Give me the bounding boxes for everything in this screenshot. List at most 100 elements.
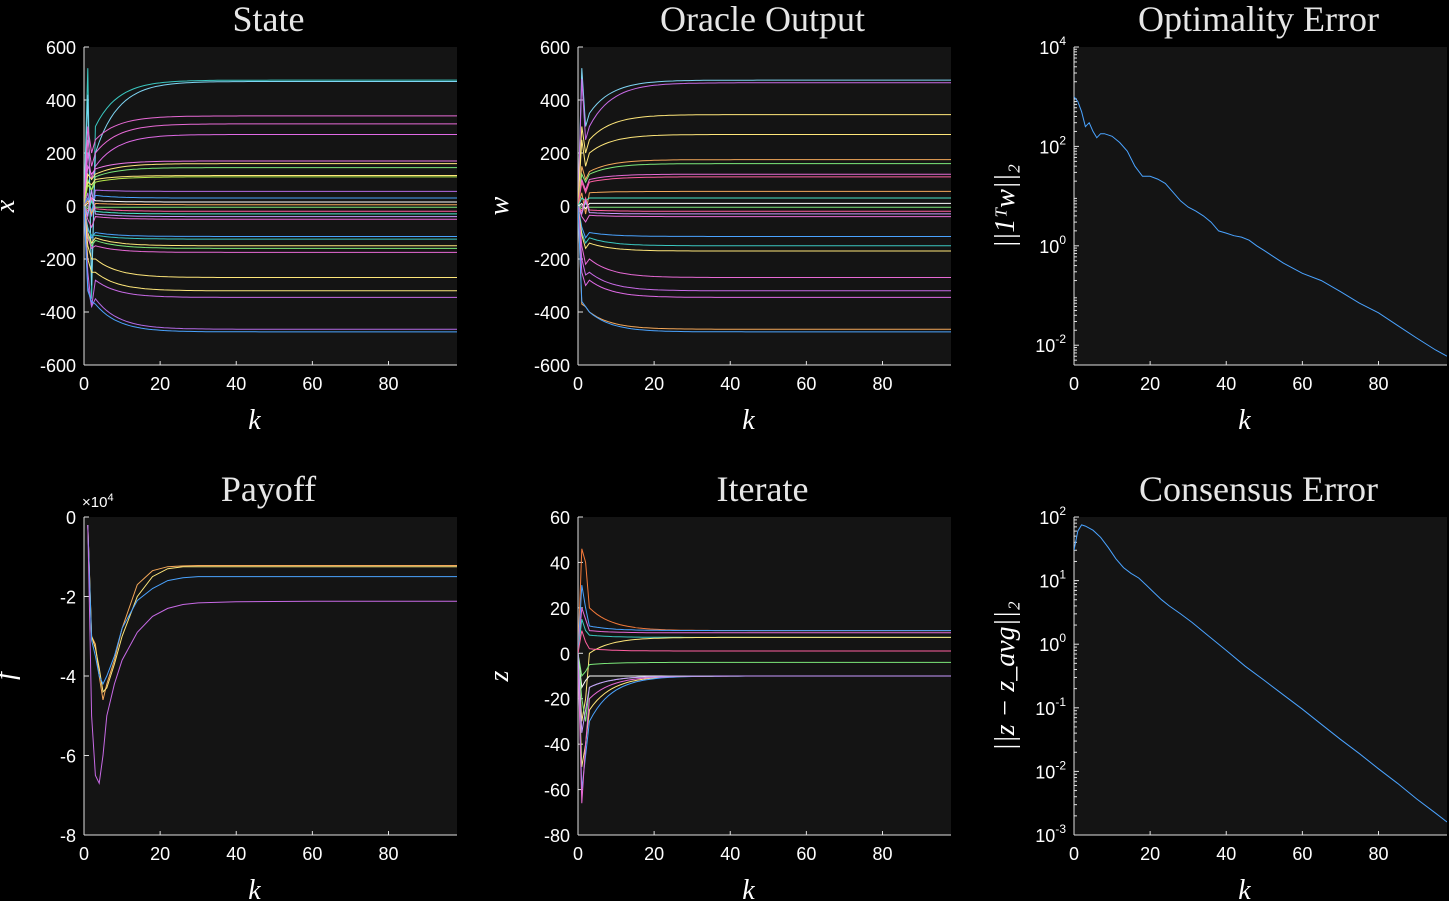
y-tick-label: 20 [550, 599, 570, 619]
y-tick-label: -6 [60, 747, 76, 767]
series-line-0 [84, 68, 457, 299]
x-tick-label: 40 [226, 374, 246, 394]
series-line-15 [578, 205, 951, 239]
series-line-3 [84, 123, 457, 207]
x-tick-label: 80 [1368, 844, 1388, 864]
x-axis-label: k [1238, 405, 1251, 436]
series-line-0 [578, 68, 951, 207]
series-line-9 [578, 197, 951, 207]
y-tick-label: 200 [540, 144, 570, 164]
series-group [84, 68, 457, 333]
y-tick-label: 600 [540, 38, 570, 58]
series-line-28 [84, 205, 457, 333]
y-tick-label: -2 [60, 588, 76, 608]
y-tick-label: 0 [66, 508, 76, 528]
y-tick-label: -600 [534, 356, 570, 376]
y-tick-label: 400 [46, 91, 76, 111]
x-tick-label: 0 [1069, 374, 1079, 394]
series-group [578, 68, 951, 333]
series-line-18 [84, 205, 457, 229]
axes-background [84, 517, 457, 835]
series-line-15 [84, 196, 457, 213]
chart-title: Iterate [717, 469, 809, 509]
x-tick-label: 60 [796, 374, 816, 394]
y-tick-label: 200 [46, 144, 76, 164]
chart-title: Optimality Error [1138, 0, 1379, 39]
x-tick-label: 0 [1069, 844, 1079, 864]
series-line-2 [578, 607, 951, 654]
series-line-22 [578, 205, 951, 333]
series-line-12 [84, 197, 457, 207]
series-line-0 [87, 524, 457, 701]
x-tick-label: 0 [79, 844, 89, 864]
y-tick-label: -200 [534, 250, 570, 270]
series-line-11 [578, 202, 951, 210]
series-line-16 [578, 205, 951, 247]
series-line-17 [578, 205, 951, 252]
series-group [1074, 524, 1447, 823]
y-tick-label: 102 [1039, 133, 1066, 157]
y-axis-label: ||z − z_avg||₂ [990, 601, 1021, 751]
y-tick-label: -60 [544, 781, 570, 801]
chart-title: Oracle Output [660, 0, 865, 39]
y-tick-label: -400 [534, 303, 570, 323]
series-line-19 [84, 205, 457, 239]
x-tick-label: 80 [1368, 374, 1388, 394]
chart-oracle: Oracle Output 0 20 40 60 80 600 400 200 0 -200 -400… [484, 0, 951, 436]
x-tick-label: 0 [573, 374, 583, 394]
y-tick-label: 0 [560, 197, 570, 217]
y-axis-label: z [484, 670, 515, 682]
series-line-14 [84, 199, 457, 210]
series-line-6 [578, 653, 951, 678]
series-line-23 [84, 205, 457, 253]
series-line-25 [84, 205, 457, 292]
series-line-5 [578, 163, 951, 207]
x-tick-label: 20 [644, 374, 664, 394]
x-tick-label: 80 [378, 374, 398, 394]
x-axis-label: k [742, 405, 755, 436]
series-line-20 [578, 205, 951, 298]
x-tick-label: 20 [644, 844, 664, 864]
chart-state: State 0 20 40 60 80 600 400 200 0 -200 -400 -600 k x [0, 0, 457, 436]
series-line-10 [84, 189, 457, 217]
y-tick-label: 100 [1039, 631, 1066, 655]
series-line-5 [578, 630, 951, 654]
x-tick-label: 20 [1140, 374, 1160, 394]
x-tick-label: 40 [1216, 374, 1236, 394]
series-line-22 [84, 205, 457, 249]
x-axis-label: k [742, 875, 755, 901]
series-line-26 [84, 205, 457, 307]
series-line-20 [84, 205, 457, 240]
x-tick-label: 20 [150, 374, 170, 394]
x-tick-label: 60 [302, 844, 322, 864]
series-line-27 [84, 205, 457, 330]
series-group [87, 524, 457, 786]
axes-background [1074, 517, 1447, 835]
series-line-12 [578, 196, 951, 213]
series-line-6 [578, 173, 951, 207]
chart-title: State [233, 0, 305, 39]
y-tick-label: 102 [1039, 504, 1066, 528]
axis-multiplier: ×104 [82, 492, 114, 511]
x-tick-label: 40 [720, 844, 740, 864]
chart-iterate: Iterate 0 20 40 60 80 60 40 20 0 -20 -40 -60 -80 k z [484, 469, 951, 901]
x-tick-label: 60 [1292, 844, 1312, 864]
series-line-7 [578, 176, 951, 207]
chart-title: Payoff [221, 469, 316, 509]
x-tick-label: 80 [872, 374, 892, 394]
series-line-0 [1074, 96, 1447, 357]
series-line-2 [87, 524, 457, 686]
series-line-16 [84, 199, 457, 216]
y-axis-label: ||1ᵀw||₂ [990, 164, 1021, 248]
series-line-3 [87, 524, 457, 786]
y-tick-label: -400 [40, 303, 76, 323]
axes-background [1074, 47, 1447, 365]
y-tick-label: 400 [540, 91, 570, 111]
y-tick-label: -80 [544, 826, 570, 846]
y-tick-label: 10-1 [1035, 695, 1066, 719]
y-tick-label: -20 [544, 690, 570, 710]
x-tick-label: 40 [720, 374, 740, 394]
y-axis-label: w [484, 196, 515, 215]
y-tick-label: -8 [60, 826, 76, 846]
x-axis-label: k [248, 875, 261, 901]
